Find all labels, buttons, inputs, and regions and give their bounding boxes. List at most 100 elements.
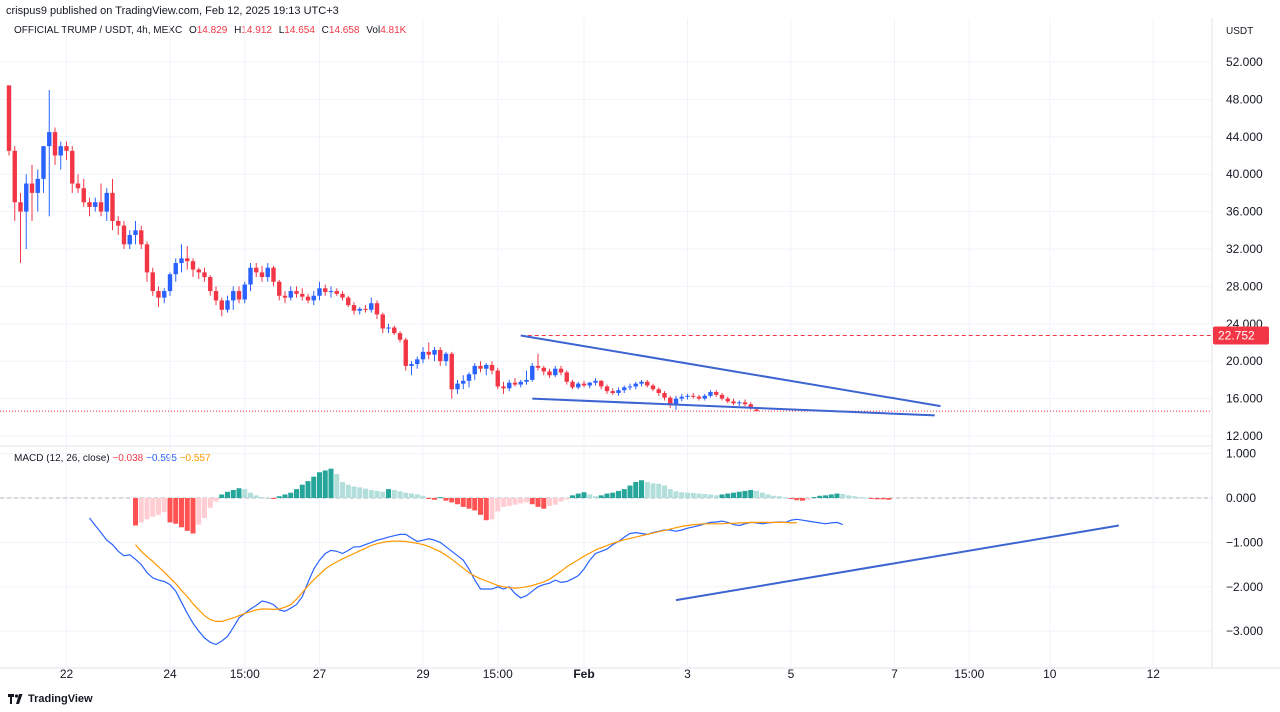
candle-body (754, 409, 759, 412)
macd-histogram-bar (282, 494, 288, 498)
macd-histogram-bar (196, 498, 202, 525)
macd-histogram-bar (748, 490, 754, 498)
macd-histogram-bar (414, 494, 420, 498)
macd-histogram-bar (587, 494, 593, 498)
candle-body (639, 381, 644, 384)
candle-body (587, 382, 592, 386)
footer-brand[interactable]: TradingView (8, 693, 93, 705)
publish-credit: crispus9 published on TradingView.com, F… (6, 5, 339, 17)
candle-body (346, 297, 351, 306)
candle-body (110, 192, 115, 221)
candle-body (6, 85, 12, 151)
candle-body (604, 386, 610, 392)
candle-body (351, 305, 357, 311)
wedge-upper-trendline (520, 334, 941, 408)
macd-histogram-bar (432, 498, 437, 500)
macd-histogram-bar (161, 498, 167, 513)
macd-histogram-bar (328, 468, 334, 498)
macd-histogram-bar (725, 493, 731, 498)
macd-histogram-bar (742, 490, 748, 498)
time-tick-label: 27 (313, 667, 327, 681)
macd-line (89, 517, 844, 646)
candle-body (673, 398, 679, 405)
macd-histogram-bar (184, 498, 190, 531)
candle-body (202, 272, 207, 278)
candle-body (156, 291, 161, 298)
candle-body (668, 397, 673, 405)
candle-body (397, 333, 403, 340)
candle-body (564, 372, 569, 382)
macd-histogram-bar (391, 490, 397, 498)
candle-body (190, 261, 196, 270)
candle-body (162, 291, 167, 298)
candle-body (645, 381, 650, 386)
candle-body (47, 132, 52, 147)
candle-body (702, 395, 707, 399)
candle-body (731, 401, 736, 404)
candle-body (139, 230, 144, 245)
candle-body (627, 386, 633, 388)
candle-body (420, 351, 426, 360)
candle-body (570, 381, 575, 388)
macd-histogram-bar (570, 495, 575, 498)
macd-histogram-bar (501, 498, 506, 507)
candle-body (524, 379, 529, 382)
macd-histogram-bar (621, 489, 627, 498)
candle-body (685, 395, 690, 397)
candle-body (478, 365, 483, 369)
macd-histogram-bar (851, 496, 857, 498)
macd-histogram-bar (529, 498, 535, 505)
macd-histogram-bar (253, 495, 259, 498)
macd-histogram-bar (673, 491, 679, 498)
candle-body (409, 364, 414, 366)
macd-histogram-bar (276, 496, 282, 498)
macd-histogram-bar (633, 482, 639, 498)
macd-histogram-bar (420, 495, 426, 498)
candle-body (656, 389, 661, 393)
low-label: L (278, 25, 285, 36)
symbol-title[interactable]: OFFICIAL TRUMP / USDT, 4h, MEXC (14, 25, 183, 36)
candle-body (432, 349, 437, 355)
macd-histogram-bar (334, 474, 340, 498)
macd-histogram-bar (403, 492, 409, 498)
time-tick-label: 5 (788, 667, 795, 681)
candle-body (144, 244, 150, 273)
time-tick-label: 22 (60, 667, 74, 681)
candle-body (231, 291, 236, 301)
macd-histogram-bar (248, 492, 253, 498)
macd-histogram-bar (167, 498, 173, 523)
candle-body (288, 291, 293, 298)
macd-histogram-bar (805, 498, 811, 500)
macd-legend: MACD (12, 26, close) −0.038 −0.595 −0.55… (14, 453, 211, 464)
macd-histogram-bar (794, 498, 800, 501)
candle-body (518, 381, 523, 385)
macd-histogram-bar (564, 498, 570, 500)
macd-histogram-bar (782, 497, 788, 499)
macd-histogram-bar (800, 498, 805, 501)
candle-body (116, 220, 121, 226)
candle-body (213, 291, 219, 301)
candle-body (150, 272, 155, 292)
candle-body (380, 314, 385, 329)
macd-indicator-label[interactable]: MACD (12, 26, close) (14, 453, 110, 464)
candle-body (173, 263, 178, 275)
candle-body (98, 202, 104, 212)
price-tick-label: 28.000 (1226, 279, 1263, 293)
macd-histogram-bar (541, 498, 547, 509)
macd-line-value: −0.595 (146, 453, 177, 464)
macd-histogram-bar (696, 493, 702, 498)
macd-histogram-bar (610, 492, 616, 498)
macd-histogram-bar (777, 496, 782, 498)
candle-body (196, 269, 201, 273)
candle-body (443, 353, 449, 362)
macd-tick-label: −3.000 (1226, 624, 1263, 638)
macd-histogram-bar (311, 476, 317, 498)
candle-body (489, 364, 495, 371)
macd-histogram-bar (644, 482, 650, 498)
macd-histogram-bar (397, 491, 403, 498)
macd-histogram-bar (460, 498, 466, 507)
candle-body (271, 267, 276, 282)
candle-body (87, 202, 92, 207)
candle-body (208, 277, 213, 292)
